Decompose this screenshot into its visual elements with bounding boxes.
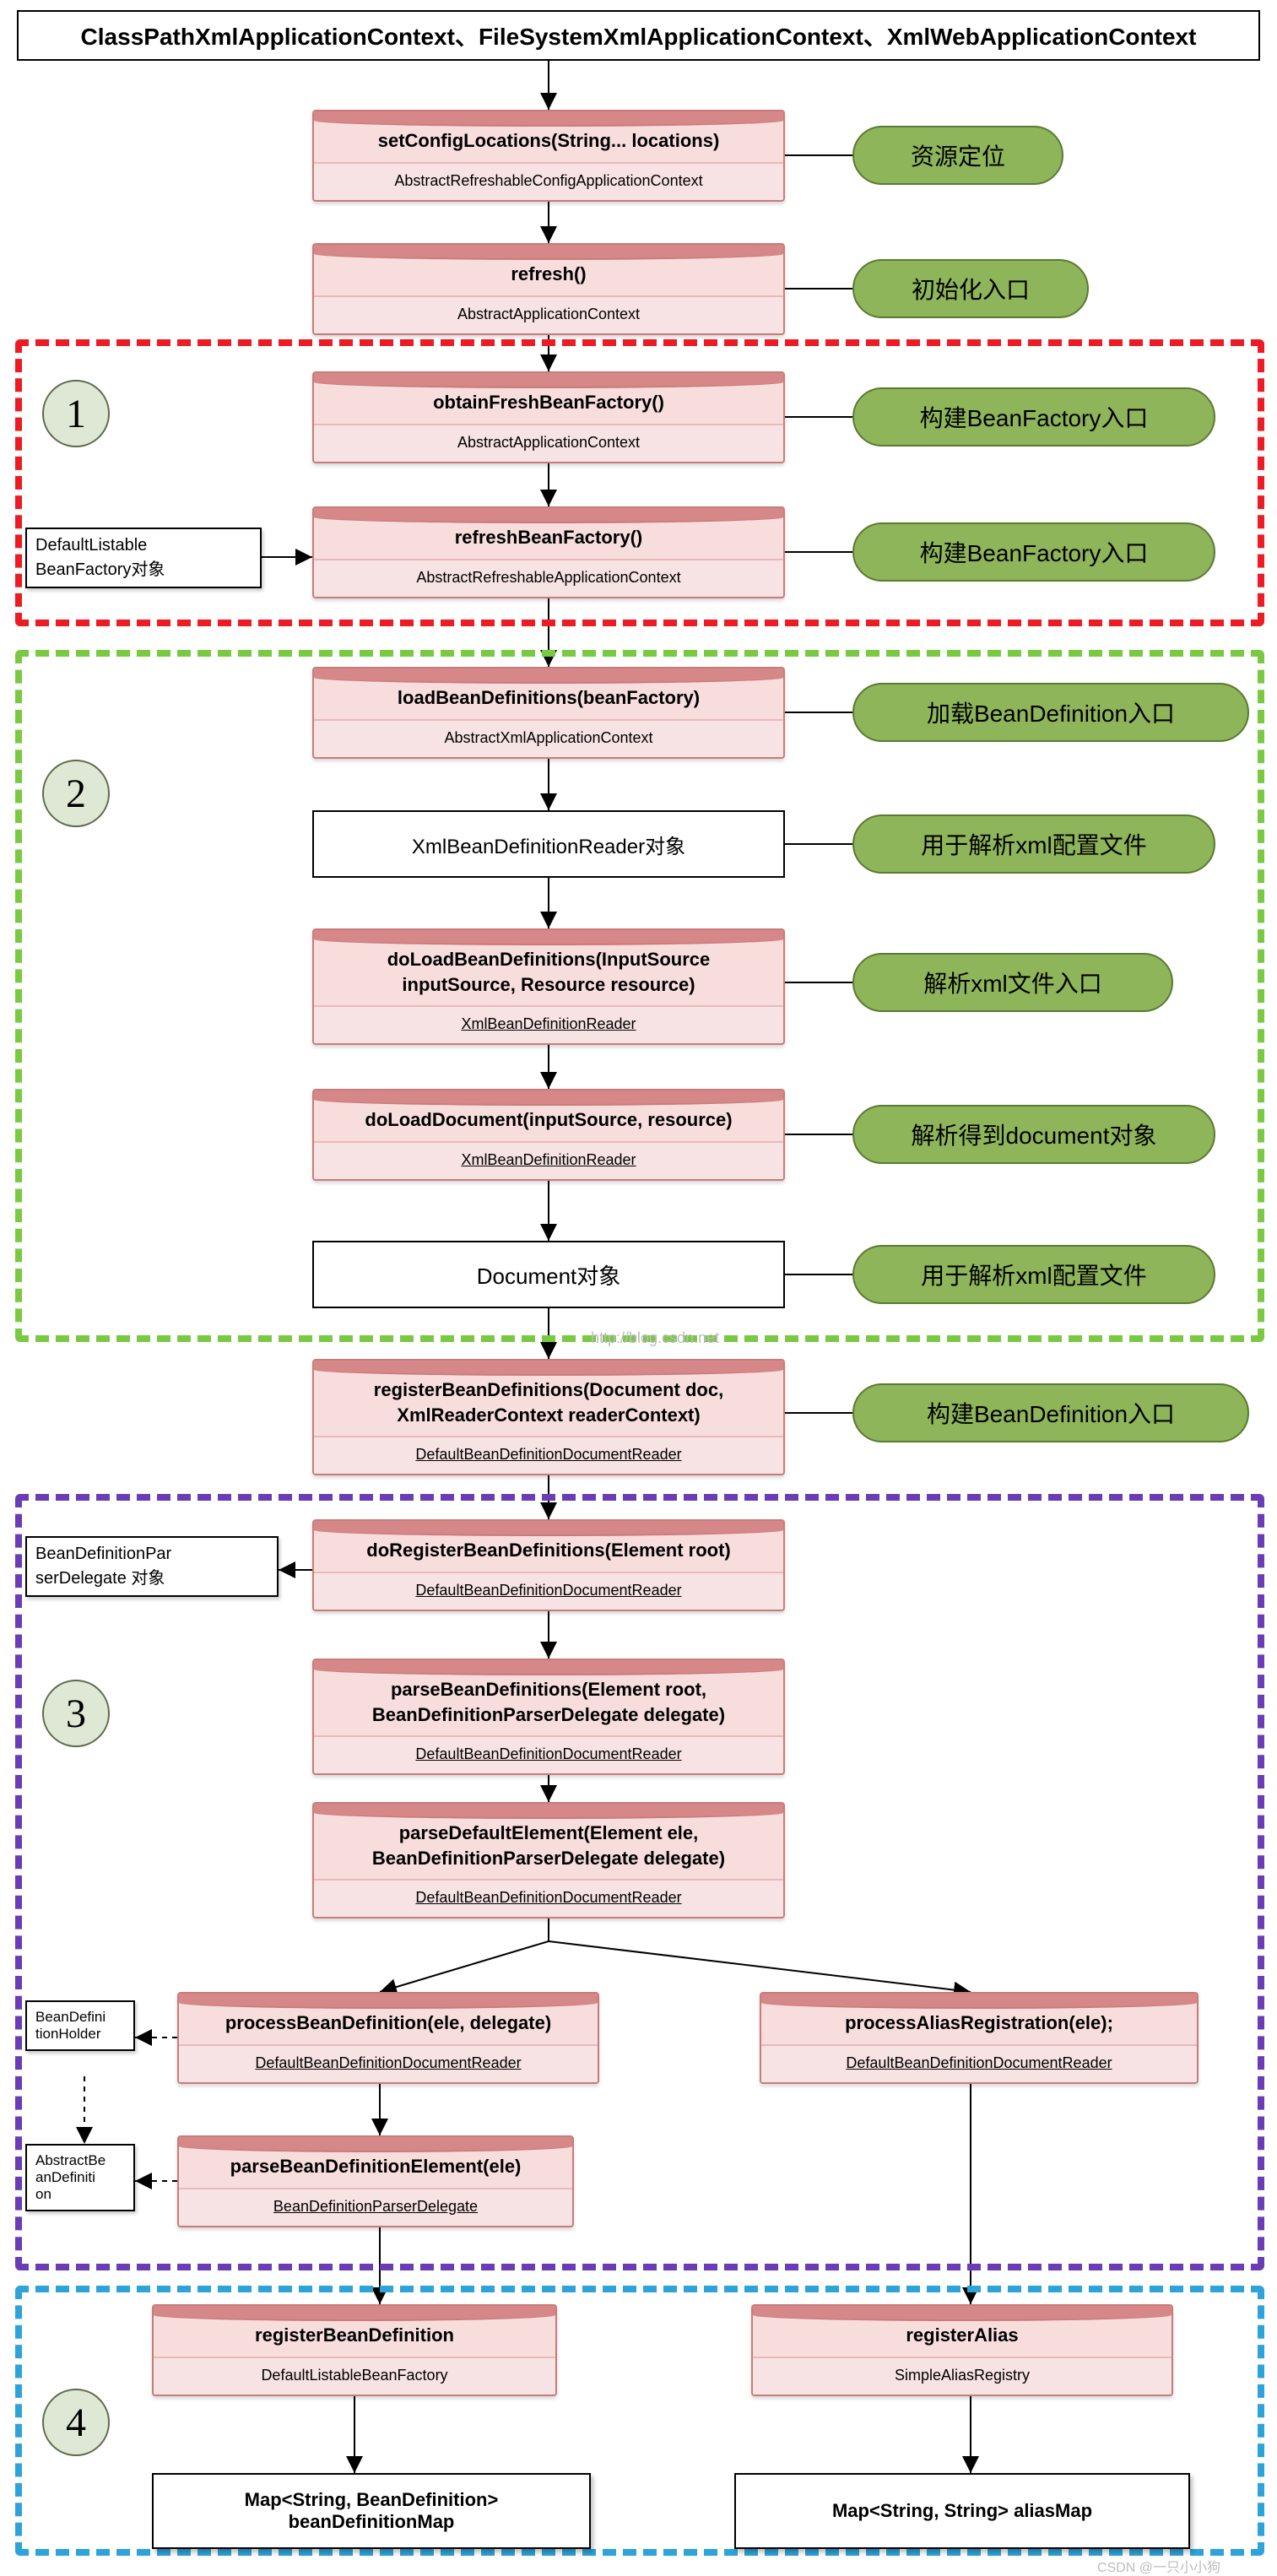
pill-bf1: 构建BeanFactory入口: [852, 387, 1215, 446]
pill-init: 初始化入口: [852, 259, 1089, 318]
box-processbd: processBeanDefinition(ele, delegate) Def…: [177, 1992, 599, 2084]
phase-2: 2: [42, 760, 110, 827]
pill-xmlparse: 用于解析xml配置文件: [852, 814, 1215, 874]
box-document: Document对象: [312, 1241, 785, 1308]
box-refresh: refresh() AbstractApplicationContext: [312, 243, 785, 335]
box-regbeandef: registerBeanDefinition DefaultListableBe…: [152, 2304, 557, 2396]
box-processalias: processAliasRegistration(ele); DefaultBe…: [760, 1992, 1199, 2084]
box-refreshbf: refreshBeanFactory() AbstractRefreshable…: [312, 506, 785, 598]
box-parsebde: parseBeanDefinitionElement(ele) BeanDefi…: [177, 2135, 574, 2227]
watermark-url: http://blog.csdn.net: [591, 1329, 719, 1347]
side-bdh: BeanDefini tionHolder: [25, 2000, 135, 2051]
box-xmlreader: XmlBeanDefinitionReader对象: [312, 810, 785, 878]
top-classes-text: ClassPathXmlApplicationContext、FileSyste…: [81, 19, 1197, 52]
box-regalias: registerAlias SimpleAliasRegistry: [751, 2304, 1173, 2396]
box-aliasmap: Map<String, String> aliasMap: [734, 2473, 1190, 2549]
watermark-credit: CSDN @一只小小狗: [1097, 2556, 1220, 2576]
pill-parseentry: 解析xml文件入口: [852, 953, 1173, 1012]
pill-bf2: 构建BeanFactory入口: [852, 522, 1215, 582]
phase-1: 1: [42, 380, 110, 447]
box-doregister: doRegisterBeanDefinitions(Element root) …: [312, 1519, 785, 1611]
box-parsedef: parseDefaultElement(Element ele, BeanDef…: [312, 1802, 785, 1918]
box-doloaddoc: doLoadDocument(inputSource, resource) Xm…: [312, 1089, 785, 1181]
pill-loadbd: 加载BeanDefinition入口: [852, 683, 1249, 742]
box-setconfig: setConfigLocations(String... locations) …: [312, 110, 785, 202]
box-loadbd: loadBeanDefinitions(beanFactory) Abstrac…: [312, 667, 785, 759]
box-doloadbd: doLoadBeanDefinitions(InputSource inputS…: [312, 928, 785, 1045]
top-classes-box: ClassPathXmlApplicationContext、FileSyste…: [17, 10, 1260, 61]
side-dlbf: DefaultListable BeanFactory对象: [25, 528, 262, 588]
pill-docobj: 解析得到document对象: [852, 1105, 1215, 1164]
box-bdmap: Map<String, BeanDefinition> beanDefiniti…: [152, 2473, 591, 2549]
phase-4: 4: [42, 2389, 110, 2456]
pill-xmlparse2: 用于解析xml配置文件: [852, 1245, 1215, 1304]
box-parsebds: parseBeanDefinitions(Element root, BeanD…: [312, 1659, 785, 1775]
box-obtainfresh: obtainFreshBeanFactory() AbstractApplica…: [312, 371, 785, 463]
side-bdpd: BeanDefinitionPar serDelegate 对象: [25, 1536, 279, 1597]
pill-buildbd: 构建BeanDefinition入口: [852, 1383, 1249, 1442]
side-abd: AbstractBe anDefiniti on: [25, 2144, 135, 2211]
diagram-canvas: ClassPathXmlApplicationContext、FileSyste…: [0, 0, 1277, 2569]
box-registerbd: registerBeanDefinitions(Document doc, Xm…: [312, 1359, 785, 1475]
pill-locate: 资源定位: [852, 126, 1063, 185]
phase-3: 3: [42, 1680, 110, 1747]
